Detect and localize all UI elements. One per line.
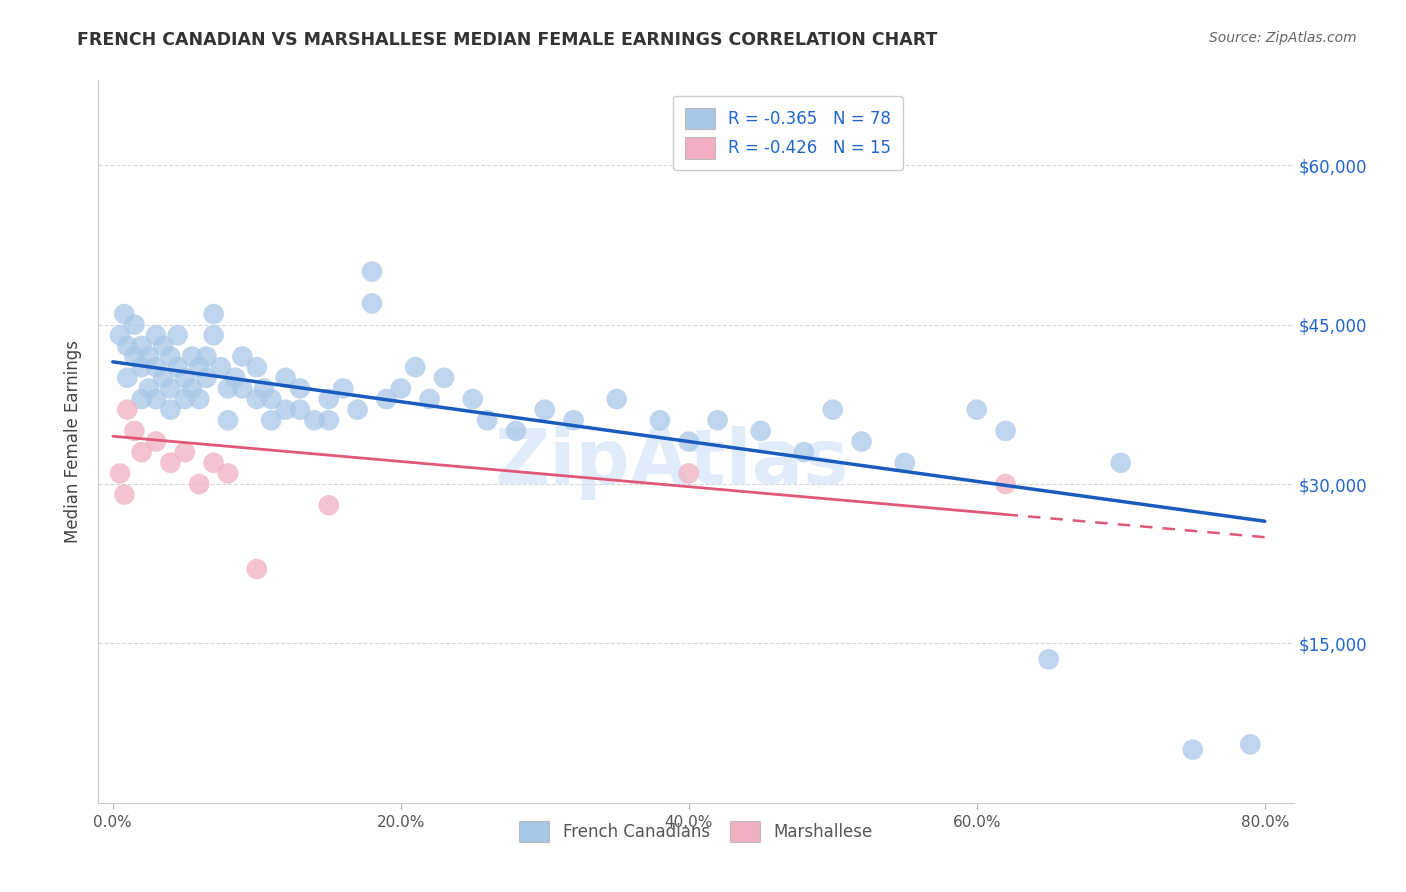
Point [131, 392, 153, 406]
Point [433, 371, 456, 385]
Point [1239, 737, 1261, 751]
Point [706, 413, 728, 427]
Point [231, 381, 253, 395]
Point [131, 445, 153, 459]
Point [749, 424, 772, 438]
Point [419, 392, 441, 406]
Point [166, 360, 188, 375]
Point [224, 371, 246, 385]
Point [346, 402, 368, 417]
Point [893, 456, 915, 470]
Point [375, 392, 398, 406]
Point [274, 371, 297, 385]
Point [124, 350, 146, 364]
Point [152, 371, 174, 385]
Point [112, 488, 135, 502]
Point [166, 328, 188, 343]
Point [159, 381, 181, 395]
Point [145, 392, 167, 406]
Point [138, 350, 160, 364]
Point [124, 424, 146, 438]
Point [209, 360, 232, 375]
Point [274, 402, 297, 417]
Point [217, 381, 239, 395]
Point [246, 562, 269, 576]
Point [195, 371, 218, 385]
Point [159, 350, 181, 364]
Point [188, 360, 211, 375]
Point [131, 360, 153, 375]
Point [202, 456, 225, 470]
Point [678, 467, 700, 481]
Point [181, 381, 204, 395]
Point [145, 328, 167, 343]
Point [202, 328, 225, 343]
Point [195, 350, 218, 364]
Point [821, 402, 844, 417]
Point [404, 360, 426, 375]
Point [606, 392, 628, 406]
Point [159, 456, 181, 470]
Point [217, 413, 239, 427]
Point [145, 434, 167, 449]
Point [188, 477, 211, 491]
Point [332, 381, 354, 395]
Point [648, 413, 671, 427]
Point [1038, 652, 1060, 666]
Point [288, 381, 311, 395]
Point [505, 424, 527, 438]
Point [181, 350, 204, 364]
Point [260, 413, 283, 427]
Point [152, 339, 174, 353]
Point [115, 339, 138, 353]
Point [562, 413, 585, 427]
Point [1109, 456, 1132, 470]
Point [260, 392, 283, 406]
Point [188, 392, 211, 406]
Point [318, 498, 340, 512]
Point [851, 434, 873, 449]
Point [108, 328, 131, 343]
Point [124, 318, 146, 332]
Point [131, 339, 153, 353]
Point [108, 467, 131, 481]
Point [253, 381, 276, 395]
Point [477, 413, 499, 427]
Text: Source: ZipAtlas.com: Source: ZipAtlas.com [1209, 31, 1357, 45]
Point [361, 264, 384, 278]
Point [461, 392, 484, 406]
Point [533, 402, 555, 417]
Point [159, 402, 181, 417]
Point [246, 360, 269, 375]
Point [112, 307, 135, 321]
Text: FRENCH CANADIAN VS MARSHALLESE MEDIAN FEMALE EARNINGS CORRELATION CHART: FRENCH CANADIAN VS MARSHALLESE MEDIAN FE… [77, 31, 938, 49]
Point [318, 392, 340, 406]
Point [173, 371, 195, 385]
Legend: French Canadians, Marshallese: French Canadians, Marshallese [513, 814, 879, 848]
Point [115, 371, 138, 385]
Point [678, 434, 700, 449]
Point [145, 360, 167, 375]
Point [994, 477, 1017, 491]
Point [994, 424, 1017, 438]
Point [217, 467, 239, 481]
Point [115, 402, 138, 417]
Point [1181, 742, 1204, 756]
Point [138, 381, 160, 395]
Point [173, 392, 195, 406]
Point [246, 392, 269, 406]
Point [202, 307, 225, 321]
Point [173, 445, 195, 459]
Point [318, 413, 340, 427]
Point [389, 381, 412, 395]
Y-axis label: Median Female Earnings: Median Female Earnings [65, 340, 83, 543]
Point [288, 402, 311, 417]
Point [793, 445, 815, 459]
Point [361, 296, 384, 310]
Point [304, 413, 326, 427]
Point [966, 402, 988, 417]
Text: ZipAtlas: ZipAtlas [495, 426, 849, 500]
Point [231, 350, 253, 364]
